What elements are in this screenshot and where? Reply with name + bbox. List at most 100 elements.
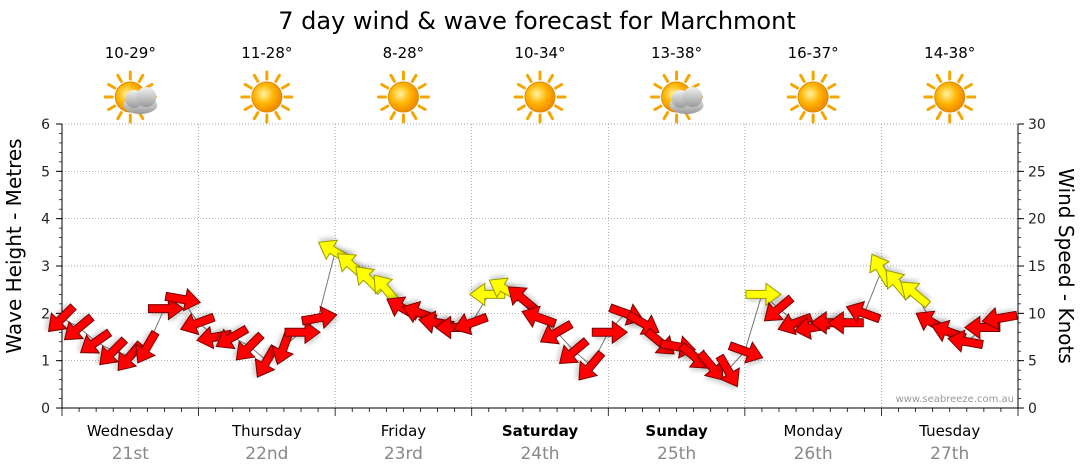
day-temperature-label: 14-38° <box>924 44 975 62</box>
day-name-label: Tuesday <box>918 422 980 440</box>
wind-arrow <box>45 303 77 333</box>
y-left-tick-label: 1 <box>41 354 50 370</box>
wind-arrow <box>177 311 216 336</box>
wind-arrow <box>61 313 95 341</box>
wind-arrow <box>213 323 250 350</box>
sun-icon <box>376 70 430 124</box>
wind-arrow-shape <box>164 287 202 312</box>
wind-arrow <box>900 278 932 309</box>
sun-ray <box>280 104 291 111</box>
sun-ray <box>516 104 526 111</box>
wind-arrow-shape <box>63 313 95 341</box>
sun-disc <box>797 81 829 113</box>
wind-arrow <box>232 331 265 361</box>
wind-arrow <box>521 302 558 329</box>
wind-arrow <box>77 327 113 354</box>
wind-arrow <box>132 329 160 364</box>
sun-ray <box>547 111 554 121</box>
y-right-tick-label: 15 <box>1028 259 1046 275</box>
day-temperature-label: 11-28° <box>241 44 292 62</box>
wind-arrow-shape <box>591 320 629 345</box>
sun-ray <box>799 73 806 83</box>
sun-ray <box>554 83 564 90</box>
day-temperature-label: 16-37° <box>788 44 839 62</box>
wind-arrow-shape <box>47 303 77 333</box>
sun-icon <box>786 70 840 124</box>
day-date-label: 21st <box>112 444 149 464</box>
wind-arrow-shape <box>727 341 764 364</box>
wind-arrow <box>714 353 740 390</box>
y-right-tick-label: 30 <box>1028 117 1046 133</box>
day-name-label: Thursday <box>231 422 302 440</box>
day-name-label: Sunday <box>645 422 708 440</box>
sun-ray <box>280 83 291 90</box>
daily-temperatures: 10-29° 11-28° 8-28° 10-34° 13-38° 16-37° 14-38… <box>105 44 976 62</box>
wind-arrow-shape <box>79 328 113 354</box>
sun-ray <box>380 104 390 111</box>
wind-arrow <box>164 287 202 314</box>
sun-ray <box>252 73 260 83</box>
day-name-label: Saturday <box>502 422 579 440</box>
partly-cloudy-icon <box>103 70 158 124</box>
sun-ray <box>380 83 390 90</box>
y-left-tick-label: 0 <box>41 401 50 417</box>
wind-arrow-shape <box>981 306 1018 331</box>
wind-arrow <box>537 319 574 345</box>
sun-ray <box>554 104 564 111</box>
wind-arrow-shape <box>301 305 338 330</box>
wind-arrow-shape <box>284 320 321 345</box>
cloud-shape <box>682 87 703 107</box>
cloud-shape <box>136 87 157 107</box>
sun-ray <box>827 83 837 90</box>
wind-arrow-shape <box>900 281 932 309</box>
wind-arrow <box>727 341 764 367</box>
sun-ray <box>963 104 973 111</box>
sun-ray <box>827 104 837 111</box>
wind-arrow <box>760 294 795 322</box>
day-temperature-label: 8-28° <box>383 44 425 62</box>
wind-arrow <box>979 305 1018 331</box>
wind-arrow-shape <box>179 312 216 336</box>
wind-arrow-shape <box>235 331 265 361</box>
sun-ray <box>389 111 396 121</box>
wind-arrow-shape <box>763 294 795 322</box>
y-left-tick-label: 4 <box>41 212 50 228</box>
wind-arrow <box>556 336 590 364</box>
wind-arrow <box>301 305 340 331</box>
credit-text: www.seabreeze.com.au <box>896 394 1014 405</box>
sun-ray <box>410 73 418 83</box>
day-date-label: 27th <box>930 444 969 464</box>
sun-disc <box>387 81 419 113</box>
sun-ray <box>684 73 691 83</box>
sun-ray <box>516 83 526 90</box>
day-temperature-label: 10-34° <box>514 44 565 62</box>
wind-arrow-shape <box>521 305 558 329</box>
sun-ray <box>662 111 670 121</box>
sun-ray <box>107 83 117 90</box>
sun-ray <box>116 73 123 83</box>
sun-ray <box>799 111 806 121</box>
wind-arrow <box>845 298 882 324</box>
sun-ray <box>243 83 253 90</box>
sun-ray <box>789 83 800 90</box>
sun-icon <box>513 70 567 124</box>
wind-direction-arrows <box>45 236 1018 390</box>
wind-arrow-shape <box>558 337 590 364</box>
sun-ray <box>957 73 964 83</box>
wind-arrow <box>575 349 606 381</box>
y-right-tick-label: 25 <box>1028 164 1046 180</box>
chart-axes: 0 1 2 3 4 5 6 0 5 10 15 20 25 30 <box>41 117 1046 417</box>
sun-ray <box>653 83 663 90</box>
wind-arrow-shape <box>453 312 489 336</box>
wind-arrow-shape <box>947 329 984 353</box>
sun-ray <box>243 104 253 111</box>
sun-ray <box>820 73 828 83</box>
wind-arrow-shape <box>827 310 864 335</box>
y-right-tick-label: 10 <box>1028 306 1046 322</box>
wind-arrow <box>591 320 630 347</box>
day-name-label: Friday <box>381 422 427 440</box>
sun-icon <box>923 70 977 124</box>
y-left-tick-label: 5 <box>41 164 50 180</box>
wind-arrow <box>284 320 322 347</box>
